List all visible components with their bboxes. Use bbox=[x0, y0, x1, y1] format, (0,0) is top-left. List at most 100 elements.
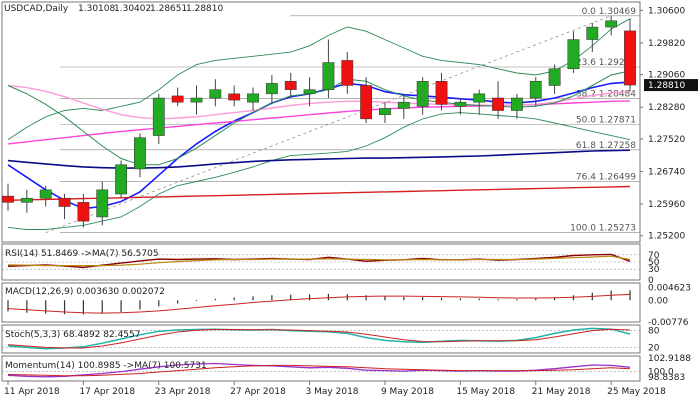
ohlc-open: 1.30108 bbox=[78, 4, 115, 14]
bullish-candle bbox=[605, 20, 618, 28]
y-tick-label: 1.25200 bbox=[648, 232, 685, 242]
bullish-candle bbox=[473, 93, 486, 103]
main-price-panel: 0.0 1.30469 23.6 1.29243 38.2 1.28484 50.0 … bbox=[1, 1, 698, 243]
moving-average-line bbox=[7, 84, 631, 120]
current-price-label: 1.28810 bbox=[648, 81, 685, 91]
y-tick-label: 1.25960 bbox=[648, 200, 685, 210]
y-tick-label: 1.30600 bbox=[648, 6, 685, 16]
macd-histogram-bar bbox=[403, 296, 405, 301]
x-tick-label: 23 Apr 2018 bbox=[155, 387, 211, 397]
bullish-candle bbox=[96, 189, 109, 218]
stoch-k-line bbox=[7, 327, 631, 350]
rsi-y-tick: 0 bbox=[648, 276, 654, 286]
rsi-y-tick: 30 bbox=[648, 265, 660, 275]
y-tick-label: 1.29060 bbox=[648, 71, 685, 81]
bullish-candle bbox=[134, 137, 146, 170]
moving-average-line bbox=[7, 70, 631, 166]
macd-histogram-bar bbox=[327, 293, 330, 301]
macd-histogram-bar bbox=[516, 299, 518, 301]
bullish-candle bbox=[511, 97, 523, 111]
x-tick-label: 27 Apr 2018 bbox=[230, 387, 286, 397]
bullish-candle bbox=[115, 164, 127, 195]
bullish-candle bbox=[190, 97, 203, 103]
macd-histogram-bar bbox=[177, 300, 179, 304]
bearish-candle bbox=[58, 197, 71, 207]
macd-histogram-bar bbox=[365, 295, 367, 301]
macd-y-tick: -0.00776 bbox=[648, 318, 689, 328]
macd-histogram-bar bbox=[440, 297, 443, 301]
y-tick-label: 1.27520 bbox=[648, 135, 685, 145]
macd-panel-border bbox=[1, 282, 641, 323]
macd-histogram-bar bbox=[422, 297, 424, 301]
x-tick-label: 15 May 2018 bbox=[456, 387, 515, 397]
bullish-candle bbox=[586, 26, 599, 40]
macd-histogram-bar bbox=[478, 298, 480, 301]
fib-level-label: 50.0 1.27871 bbox=[576, 115, 636, 125]
macd-signal-line bbox=[7, 293, 631, 314]
macd-histogram-bar bbox=[158, 300, 160, 307]
bearish-candle bbox=[435, 81, 448, 105]
x-tick-label: 11 Apr 2018 bbox=[4, 387, 60, 397]
macd-y-tick: 0.004623 bbox=[648, 283, 691, 293]
momentum-y-tick: 102.9188 bbox=[648, 354, 691, 364]
stoch-d-line bbox=[7, 328, 631, 349]
bearish-candle bbox=[284, 81, 297, 90]
bullish-candle bbox=[209, 89, 222, 99]
bearish-candle bbox=[77, 202, 90, 222]
bullish-candle bbox=[39, 189, 52, 199]
bullish-candle bbox=[397, 101, 410, 109]
momentum-ma-line bbox=[7, 364, 631, 377]
stoch-y-tick: 20 bbox=[648, 343, 660, 353]
rsi-y-tick: 50 bbox=[648, 258, 660, 268]
macd-histogram-bar bbox=[233, 297, 235, 301]
bullish-candle bbox=[416, 81, 429, 107]
bearish-candle bbox=[228, 93, 241, 101]
macd-histogram-bar bbox=[63, 300, 66, 315]
ohlc-close: 1.28810 bbox=[186, 4, 223, 14]
bullish-candle bbox=[20, 197, 33, 203]
macd-histogram-bar bbox=[290, 294, 292, 301]
bullish-candle bbox=[265, 83, 278, 95]
rsi-y-tick: 70 bbox=[648, 251, 660, 261]
band-upper-line bbox=[7, 18, 631, 141]
macd-histogram-bar bbox=[26, 300, 28, 313]
bullish-candle bbox=[247, 93, 259, 103]
x-tick-label: 17 Apr 2018 bbox=[79, 387, 135, 397]
macd-y-tick: 0.00 bbox=[648, 296, 668, 306]
macd-histogram-bar bbox=[459, 298, 461, 301]
band-lower-line bbox=[7, 112, 631, 230]
fib-level-label: 38.2 1.28484 bbox=[576, 90, 636, 100]
macd-histogram-bar bbox=[554, 297, 556, 301]
fib-level-label: 76.4 1.26499 bbox=[576, 173, 636, 183]
y-tick-label: 1.28280 bbox=[648, 103, 685, 113]
bearish-candle bbox=[360, 85, 373, 120]
fib-trend-line bbox=[45, 15, 612, 234]
fib-level-label: 0.0 1.30469 bbox=[582, 7, 637, 17]
bullish-candle bbox=[303, 89, 316, 95]
macd-histogram-bar bbox=[101, 300, 103, 314]
x-axis: 11 Apr 2018 17 Apr 2018 23 Apr 2018 27 Apr … bbox=[4, 381, 666, 397]
momentum-y-tick: 98.8383 bbox=[648, 373, 685, 383]
macd-histogram-bar bbox=[572, 295, 575, 301]
y-tick-label: 1.26740 bbox=[648, 167, 685, 177]
x-tick-label: 21 May 2018 bbox=[532, 387, 591, 397]
macd-histogram-bar bbox=[535, 298, 537, 301]
stoch-panel-border bbox=[1, 324, 641, 354]
macd-label: MACD(12,26,9) 0.003630 0.002072 bbox=[5, 287, 165, 297]
fib-level-label: 23.6 1.29243 bbox=[576, 58, 636, 68]
macd-histogram-bar bbox=[497, 299, 499, 301]
ohlc-low: 1.28651 bbox=[150, 4, 187, 14]
macd-panel: MACD(12,26,9) 0.003630 0.002072 0.004623 0… bbox=[1, 282, 691, 328]
macd-histogram-bar bbox=[7, 300, 9, 312]
stoch-label: Stoch(5,3,3) 68.4892 82.4557 bbox=[5, 330, 140, 340]
macd-histogram-bar bbox=[195, 300, 198, 302]
ohlc-high: 1.30402 bbox=[114, 4, 151, 14]
bullish-candle bbox=[548, 68, 561, 86]
bearish-candle bbox=[171, 95, 184, 103]
stoch-y-tick: 80 bbox=[648, 327, 660, 337]
bullish-candle bbox=[322, 62, 335, 90]
x-tick-label: 3 May 2018 bbox=[306, 387, 359, 397]
macd-histogram-bar bbox=[308, 294, 311, 301]
